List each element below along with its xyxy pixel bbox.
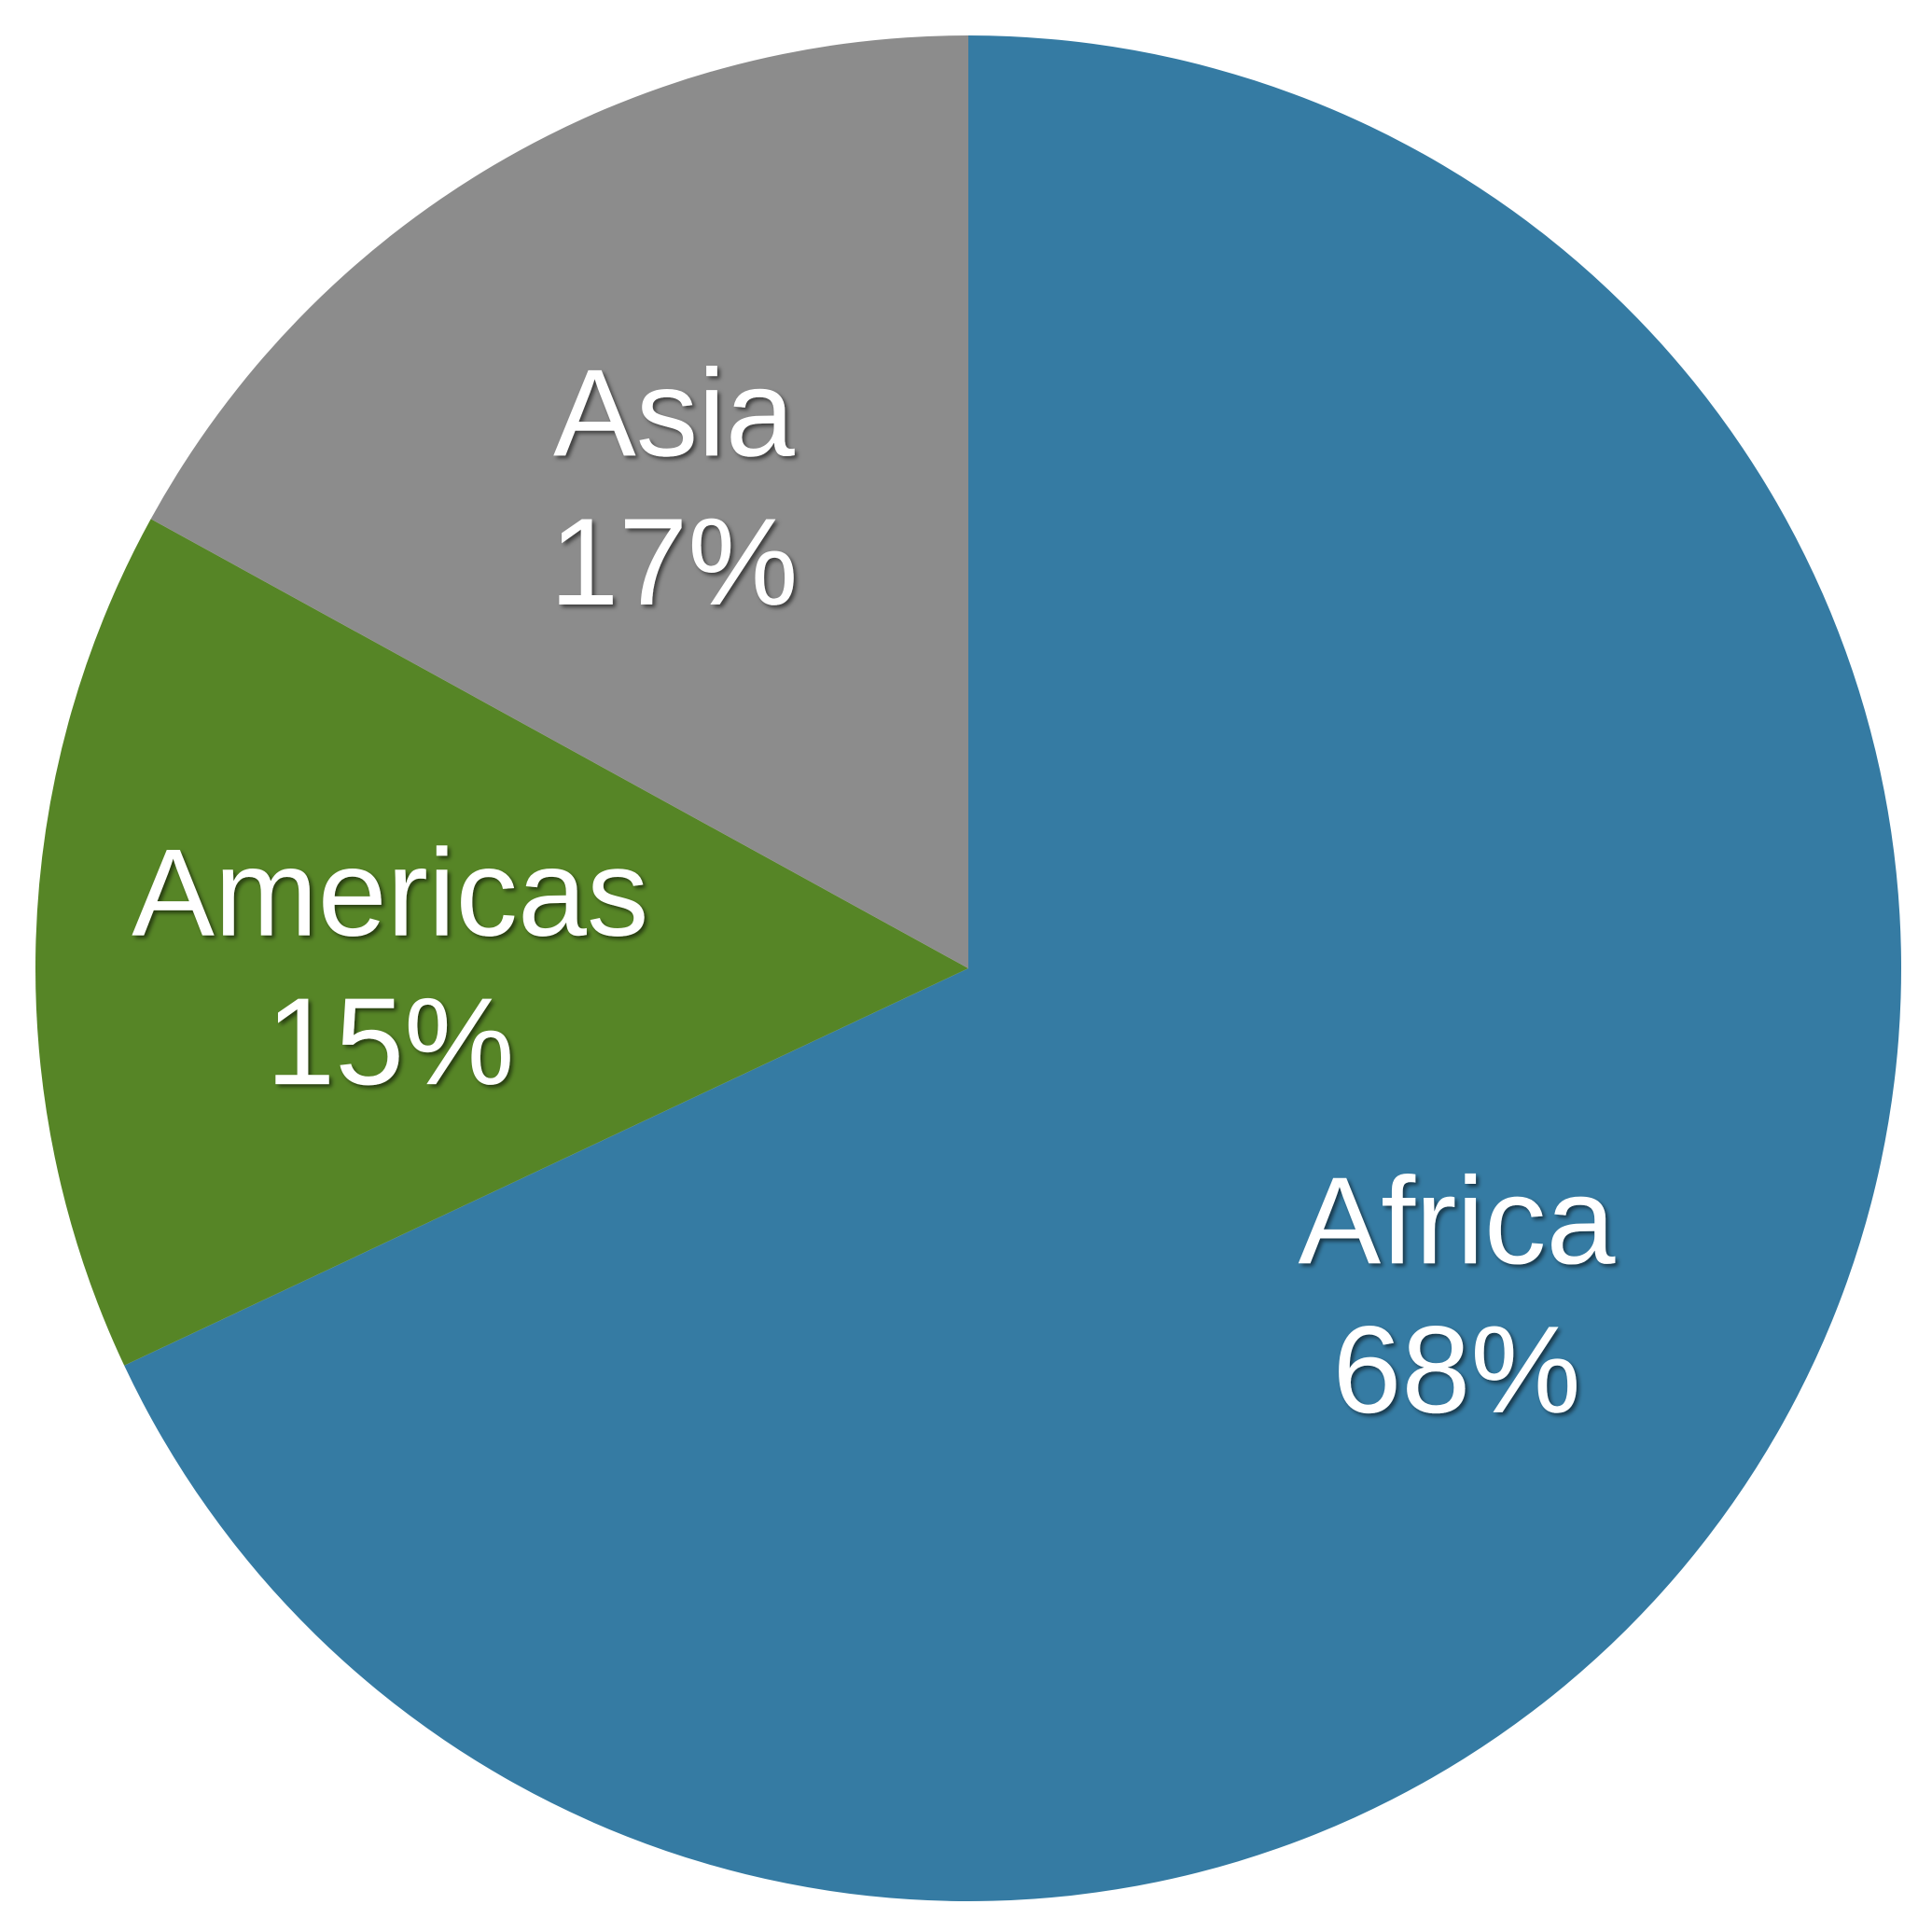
slice-percent-americas: 15%	[266, 973, 514, 1111]
pie-slice-asia	[150, 35, 969, 968]
pie-slices	[35, 35, 1901, 1901]
slice-name-asia: Asia	[553, 344, 795, 482]
slice-percent-asia: 17%	[549, 493, 798, 632]
slice-label-americas: Americas 15%	[132, 825, 648, 1112]
slice-name-americas: Americas	[132, 825, 648, 963]
slice-name-africa: Africa	[1298, 1152, 1615, 1290]
slice-label-africa: Africa 68%	[1298, 1152, 1615, 1439]
slice-label-asia: Asia 17%	[549, 344, 798, 632]
slice-percent-africa: 68%	[1332, 1301, 1580, 1439]
pie-slice-africa	[124, 35, 1901, 1901]
pie-labels: Africa 68% Americas 15% Asia 17%	[132, 344, 1615, 1439]
pie-slice-americas	[35, 519, 968, 1366]
